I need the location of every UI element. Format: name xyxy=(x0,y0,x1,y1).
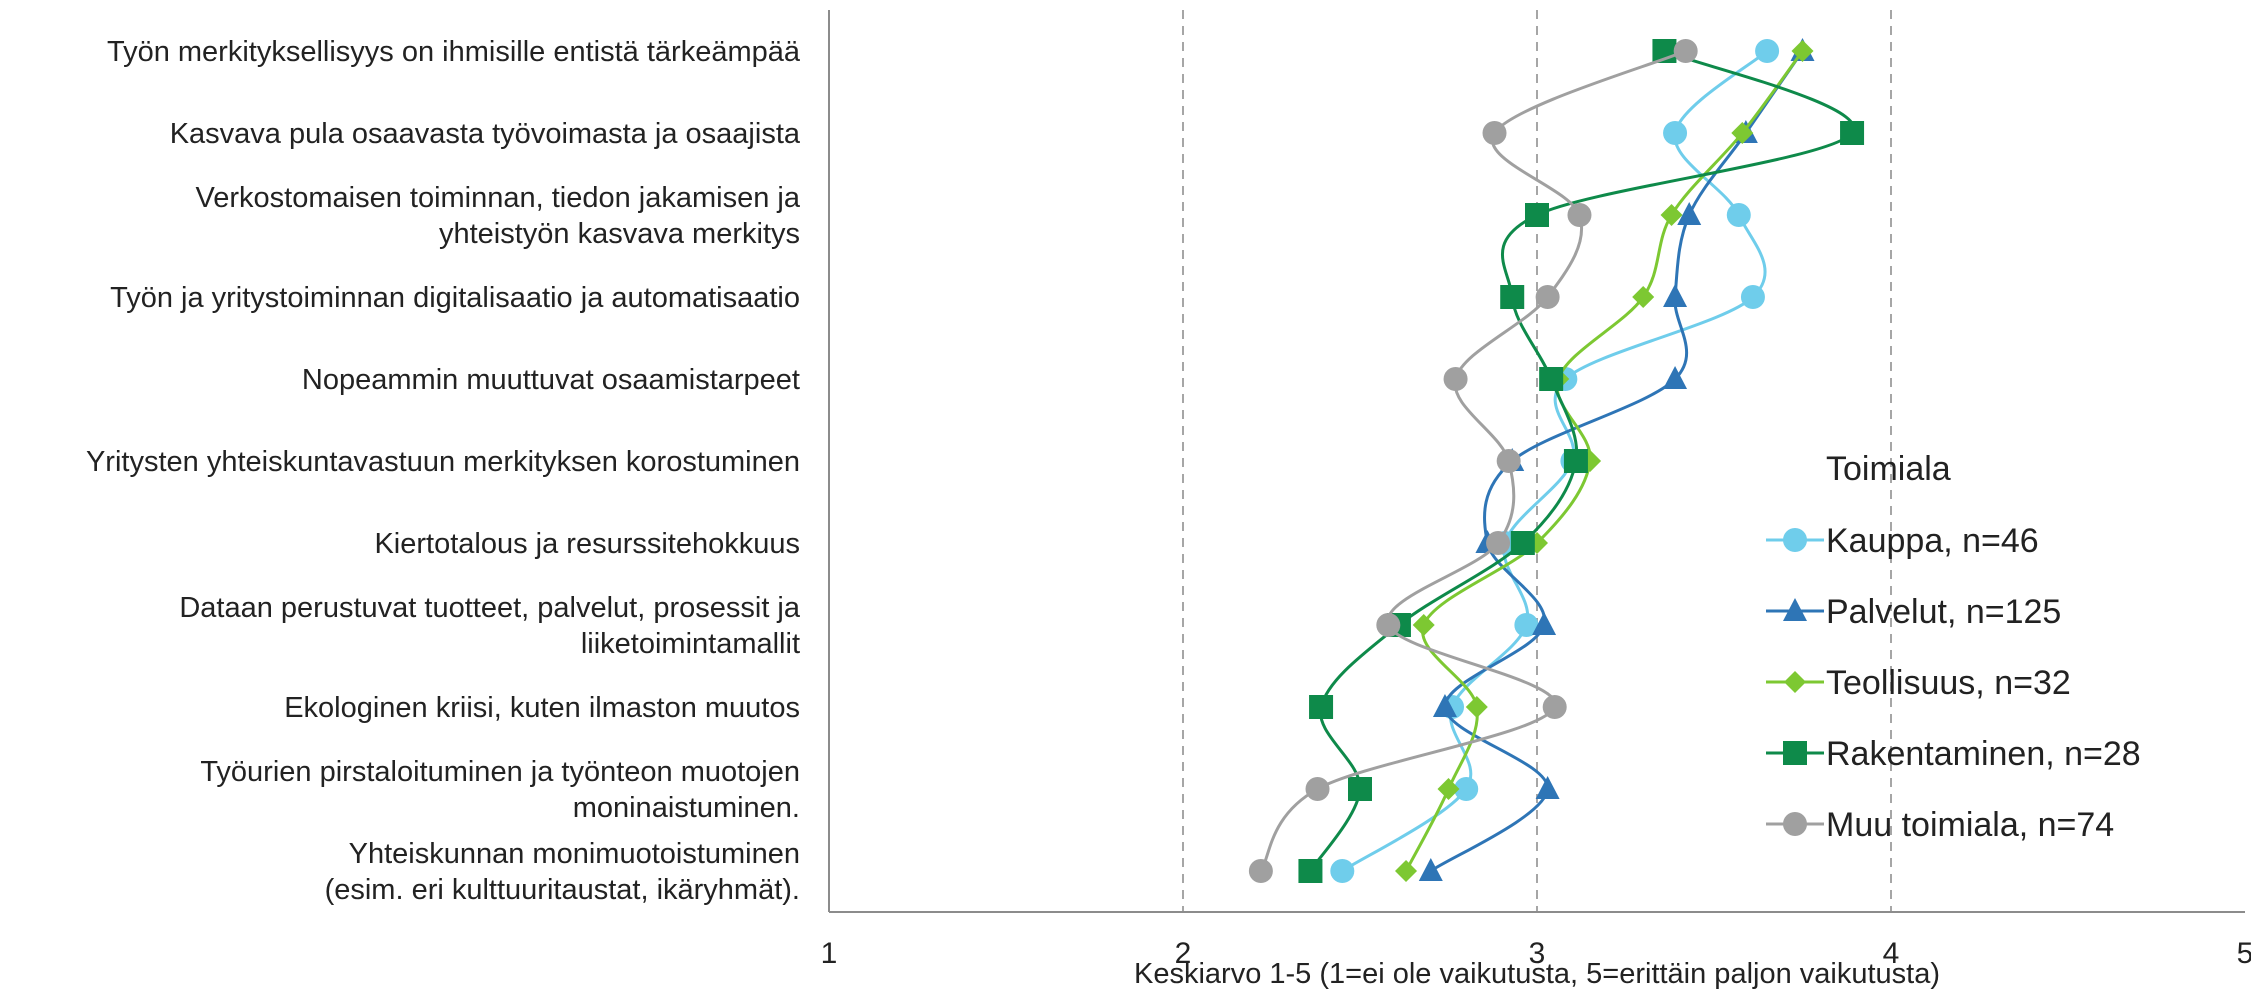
category-label: Kasvava pula osaavasta työvoimasta ja os… xyxy=(170,118,801,150)
category-label: liiketoimintamallit xyxy=(581,628,800,660)
data-point xyxy=(1535,776,1560,799)
data-point xyxy=(1500,285,1525,309)
data-point xyxy=(1305,777,1330,801)
x-axis-title: Keskiarvo 1-5 (1=ei ole vaikutusta, 5=er… xyxy=(1134,958,1940,990)
data-point xyxy=(1632,286,1655,308)
data-point xyxy=(1454,777,1479,801)
data-point xyxy=(1677,202,1702,225)
data-point xyxy=(1563,449,1588,473)
series-4 xyxy=(1248,39,1698,883)
data-point xyxy=(1348,777,1372,801)
series-line xyxy=(1429,50,1804,873)
data-point xyxy=(1791,40,1814,62)
legend-label: Palvelut, n=125 xyxy=(1826,593,2061,631)
data-point xyxy=(1740,285,1765,309)
category-label: Yhteiskunnan monimuotoistuminen xyxy=(349,838,800,870)
series-lines xyxy=(1248,38,1865,883)
x-tick-label: 1 xyxy=(821,937,838,970)
data-point xyxy=(1663,121,1688,145)
series-2 xyxy=(1395,40,1814,882)
legend-marker xyxy=(1783,741,1807,765)
legend-marker xyxy=(1783,812,1807,836)
data-point xyxy=(1418,858,1443,881)
data-point xyxy=(1309,695,1334,719)
data-point xyxy=(1673,39,1698,63)
data-point xyxy=(1840,121,1865,145)
data-point xyxy=(1663,366,1688,389)
category-label: Dataan perustuvat tuotteet, palvelut, pr… xyxy=(179,592,801,624)
category-label: Yritysten yhteiskuntavastuun merkityksen… xyxy=(86,446,800,478)
data-point xyxy=(1542,695,1567,719)
data-point xyxy=(1510,531,1535,555)
category-label: Työn merkityksellisyys on ihmisille enti… xyxy=(107,36,801,68)
x-tick-label: 5 xyxy=(2237,937,2251,970)
series-line xyxy=(1404,50,1804,872)
data-point xyxy=(1395,860,1418,882)
category-label: Kiertotalous ja resurssitehokkuus xyxy=(374,528,800,560)
data-point xyxy=(1567,203,1592,227)
data-point xyxy=(1465,696,1488,718)
data-point xyxy=(1412,614,1435,636)
data-point xyxy=(1432,694,1457,717)
data-point xyxy=(1535,285,1560,309)
data-point xyxy=(1731,122,1754,144)
category-label: (esim. eri kulttuuritaustat, ikäryhmät). xyxy=(325,874,800,906)
series-line xyxy=(1259,49,1687,872)
x-tick-label: 4 xyxy=(1883,937,1900,970)
x-tick-label: 3 xyxy=(1529,937,1546,970)
axes xyxy=(828,10,2245,913)
data-point xyxy=(1755,39,1780,63)
data-point xyxy=(1443,367,1468,391)
category-label: Työurien pirstaloituminen ja työnteon mu… xyxy=(200,756,800,788)
legend-label: Kauppa, n=46 xyxy=(1826,522,2039,560)
category-labels: Työn merkityksellisyys on ihmisille enti… xyxy=(86,36,801,906)
data-point xyxy=(1539,367,1564,391)
legend-marker xyxy=(1783,528,1807,552)
legend-marker xyxy=(1783,598,1807,621)
legend-label: Teollisuus, n=32 xyxy=(1826,664,2071,702)
data-point xyxy=(1663,284,1688,307)
data-point xyxy=(1298,859,1323,883)
gridlines xyxy=(1182,10,1892,912)
data-point xyxy=(1660,204,1683,226)
category-label: Työn ja yritystoiminnan digitalisaatio j… xyxy=(110,282,800,314)
category-label: Verkostomaisen toiminnan, tiedon jakamis… xyxy=(196,182,801,214)
legend-label: Rakentaminen, n=28 xyxy=(1826,735,2141,773)
data-point xyxy=(1248,859,1273,883)
x-tick-label: 2 xyxy=(1175,937,1192,970)
data-point xyxy=(1482,121,1507,145)
category-label: Ekologinen kriisi, kuten ilmaston muutos xyxy=(284,692,800,724)
data-point xyxy=(1376,613,1401,637)
category-label: Nopeammin muuttuvat osaamistarpeet xyxy=(302,364,800,396)
legend-title: Toimiala xyxy=(1826,450,1951,488)
x-tick-labels: 1 2 3 4 5 xyxy=(821,937,2251,970)
category-label: moninaistuminen. xyxy=(573,792,800,824)
data-point xyxy=(1514,613,1539,637)
data-point xyxy=(1726,203,1751,227)
data-point xyxy=(1486,531,1511,555)
series-3 xyxy=(1298,39,1865,883)
data-point xyxy=(1437,778,1460,800)
category-label: yhteistyön kasvava merkitys xyxy=(439,218,800,250)
data-point xyxy=(1532,612,1557,635)
data-point xyxy=(1525,203,1549,227)
data-point xyxy=(1496,449,1521,473)
legend: Toimiala Kauppa, n=46 Palvelut, n=125 Teol… xyxy=(1766,450,2141,844)
legend-label: Muu toimiala, n=74 xyxy=(1826,806,2114,844)
data-point xyxy=(1330,859,1355,883)
legend-marker xyxy=(1784,671,1806,693)
